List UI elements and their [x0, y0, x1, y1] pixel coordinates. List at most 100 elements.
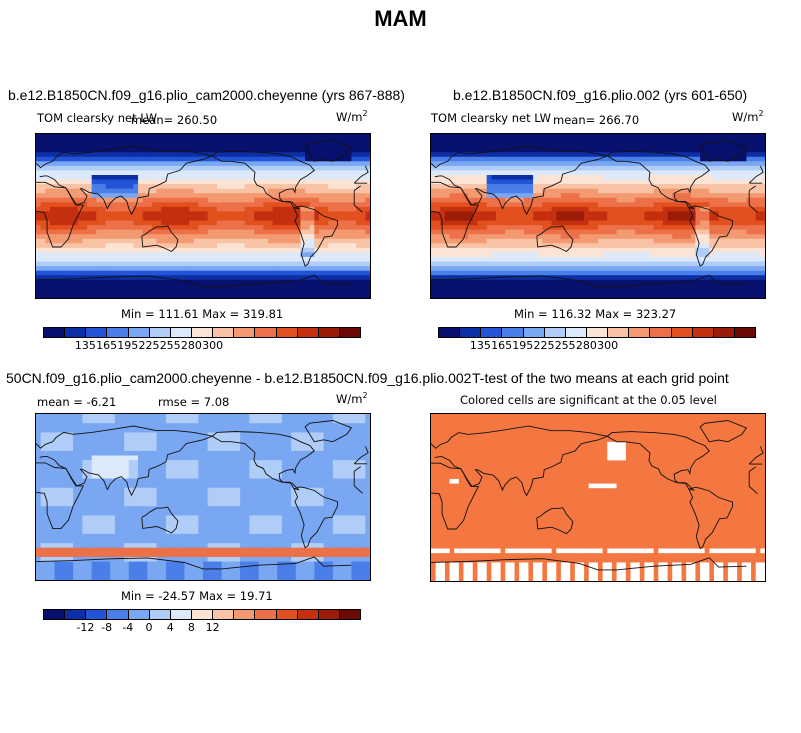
- grid-cell: [226, 220, 232, 226]
- grid-cell: [356, 234, 362, 240]
- grid-cell: [295, 147, 302, 153]
- grid-cell: [356, 288, 362, 295]
- grid-cell: [649, 193, 655, 199]
- grid-cell: [267, 152, 274, 158]
- grid-cell: [616, 266, 622, 272]
- colorbar-tick-label: 195: [117, 339, 139, 352]
- grid-cell: [244, 188, 250, 194]
- grid-cell: [727, 211, 734, 217]
- grid-cell: [616, 220, 622, 226]
- grid-cell: [727, 206, 734, 213]
- grid-cell: [281, 143, 288, 149]
- grid-cell: [458, 225, 465, 231]
- grid-cell: [119, 252, 125, 258]
- grid-cell: [212, 243, 218, 249]
- grid-cell: [528, 138, 534, 144]
- grid-cell: [263, 247, 269, 254]
- grid-cell: [124, 293, 130, 298]
- grid-cell: [184, 170, 190, 176]
- grid-cell: [36, 152, 42, 158]
- grid-cell: [244, 184, 250, 190]
- grid-cell: [635, 147, 641, 153]
- grid-cell: [505, 211, 511, 217]
- grid-cell: [314, 143, 320, 149]
- grid-cell: [254, 170, 260, 176]
- grid-cell: [737, 252, 743, 258]
- grid-cell: [203, 238, 209, 244]
- grid-cell: [309, 261, 315, 267]
- grid-cell: [203, 156, 209, 162]
- grid-cell: [328, 211, 334, 217]
- grid-cell: [537, 161, 543, 167]
- grid-cell: [602, 156, 608, 162]
- grid-cell: [198, 247, 204, 254]
- grid-cell: [96, 211, 102, 217]
- grid-cell: [556, 220, 562, 226]
- grid-cell: [63, 266, 70, 272]
- grid-cell: [165, 243, 172, 249]
- grid-cell: [681, 193, 687, 199]
- grid-cell: [87, 279, 93, 285]
- grid-cell: [351, 134, 357, 140]
- grid-cell: [272, 270, 278, 276]
- grid-cell: [565, 238, 571, 244]
- grid-cell: [602, 138, 608, 144]
- grid-cell: [500, 229, 506, 235]
- grid-cell: [230, 275, 237, 281]
- grid-cell: [100, 252, 107, 258]
- grid-cell: [124, 279, 130, 285]
- grid-cell: [676, 197, 683, 203]
- grid-cell: [323, 257, 329, 263]
- grid-cell: [110, 202, 116, 208]
- grid-cell: [272, 165, 278, 172]
- grid-cell: [509, 247, 516, 254]
- grid-cell: [546, 211, 553, 217]
- grid-cell: [644, 247, 650, 254]
- grid-cell: [221, 266, 227, 272]
- grid-cell: [709, 175, 715, 181]
- grid-cell: [514, 275, 520, 281]
- grid-cell: [59, 206, 65, 213]
- grid-cell: [449, 211, 455, 217]
- grid-cell: [170, 188, 176, 194]
- grid-cell: [165, 197, 172, 203]
- grid-cell: [440, 175, 446, 181]
- grid-cell: [295, 266, 302, 272]
- grid-cell: [193, 211, 199, 217]
- grid-cell: [351, 225, 357, 231]
- grid-cell: [431, 220, 437, 226]
- grid-cell: [59, 252, 65, 258]
- grid-cell: [254, 138, 260, 144]
- grid-cell: [332, 188, 339, 194]
- grid-cell: [342, 206, 348, 213]
- grid-cell: [537, 188, 543, 194]
- grid-cell: [156, 288, 162, 295]
- grid-cell: [616, 143, 622, 149]
- grid-cell: [533, 247, 539, 254]
- grid-cell: [732, 193, 738, 199]
- grid-cell: [644, 161, 650, 167]
- grid-cell: [528, 266, 534, 272]
- grid-cell: [495, 238, 502, 244]
- grid-cell: [151, 134, 158, 140]
- grid-cell: [342, 266, 348, 272]
- grid-cell: [639, 152, 645, 158]
- grid-cell: [221, 134, 227, 140]
- grid-cell: [356, 188, 362, 194]
- grid-cell: [240, 220, 246, 226]
- grid-cell: [221, 270, 227, 276]
- grid-cell: [458, 197, 465, 203]
- grid-cell: [468, 247, 474, 254]
- grid-cell: [277, 261, 283, 267]
- grid-cell: [193, 270, 199, 276]
- grid-cell: [300, 266, 306, 272]
- grid-cell: [365, 143, 370, 149]
- grid-cell: [351, 284, 357, 290]
- grid-cell: [309, 179, 315, 185]
- grid-cell: [444, 206, 451, 213]
- grid-cell: [82, 257, 88, 263]
- grid-cell: [267, 284, 274, 290]
- grid-cell: [96, 238, 102, 244]
- grid-cell: [360, 238, 366, 244]
- grid-cell: [54, 284, 60, 290]
